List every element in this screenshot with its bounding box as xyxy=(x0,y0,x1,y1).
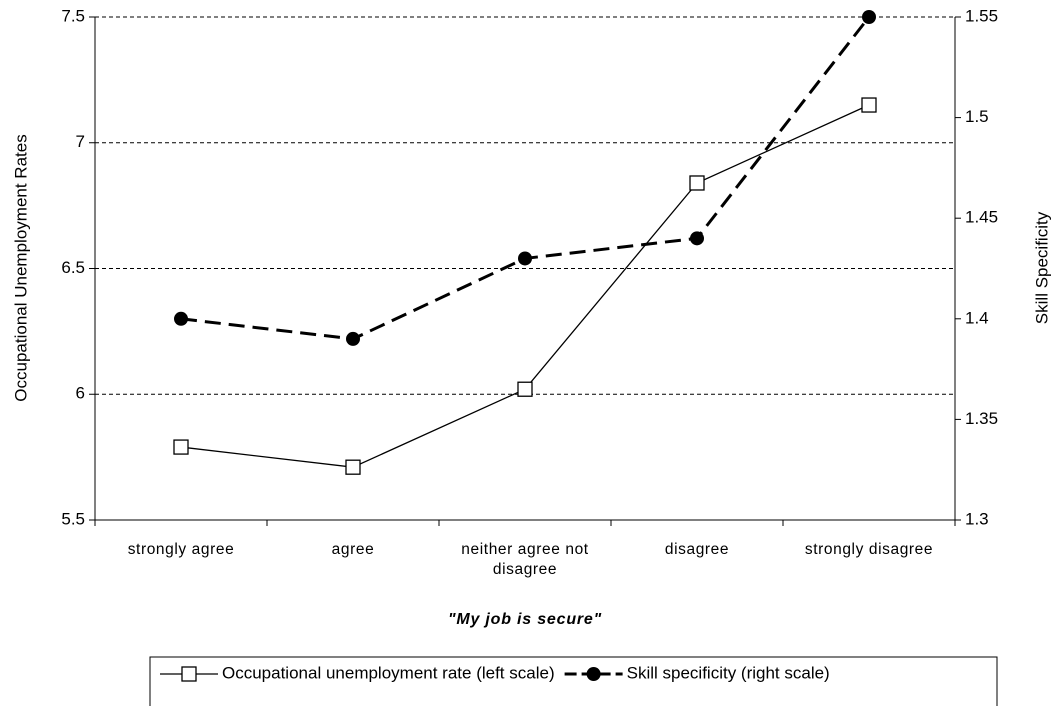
y2-tick-label: 1.3 xyxy=(965,509,989,528)
marker xyxy=(518,251,532,266)
y2-tick-label: 1.55 xyxy=(965,6,998,25)
marker xyxy=(862,10,876,24)
marker xyxy=(517,381,533,397)
legend-box xyxy=(149,656,998,706)
y2-tick-label: 1.45 xyxy=(965,208,998,227)
legend-label: Skill specificity (right scale) xyxy=(627,663,830,682)
y-tick-label: 6.5 xyxy=(61,258,85,277)
x-tick-label: neither agree not disagree xyxy=(461,541,589,578)
marker xyxy=(173,439,189,455)
x-tick-label: disagree xyxy=(664,541,730,558)
y-tick-label: 6 xyxy=(76,384,85,403)
legend-marker xyxy=(586,667,601,681)
y-axis-label: Occupational Unemployment Rates xyxy=(11,134,30,401)
y-tick-label: 7 xyxy=(76,132,85,151)
marker xyxy=(174,311,188,326)
x-tick-label: agree xyxy=(331,541,375,558)
x-tick-label: strongly agree xyxy=(127,541,235,558)
marker xyxy=(690,231,704,246)
marker xyxy=(689,175,705,191)
legend-marker xyxy=(181,666,197,682)
y-tick-label: 5.5 xyxy=(61,509,85,528)
series-line xyxy=(180,16,871,341)
marker xyxy=(861,97,877,113)
legend-label: Occupational unemployment rate (left sca… xyxy=(222,663,555,682)
y-tick-label: 7.5 xyxy=(61,6,85,25)
y2-tick-label: 1.4 xyxy=(965,308,989,327)
x-tick-label: strongly disagree xyxy=(804,541,934,558)
y2-tick-label: 1.5 xyxy=(965,107,989,126)
series-line xyxy=(180,104,870,468)
marker xyxy=(346,331,360,346)
x-axis-label: "My job is secure" xyxy=(448,611,602,628)
marker xyxy=(345,459,361,475)
y2-tick-label: 1.35 xyxy=(965,409,998,428)
y2-axis-label: Skill Specificity xyxy=(1032,211,1051,324)
